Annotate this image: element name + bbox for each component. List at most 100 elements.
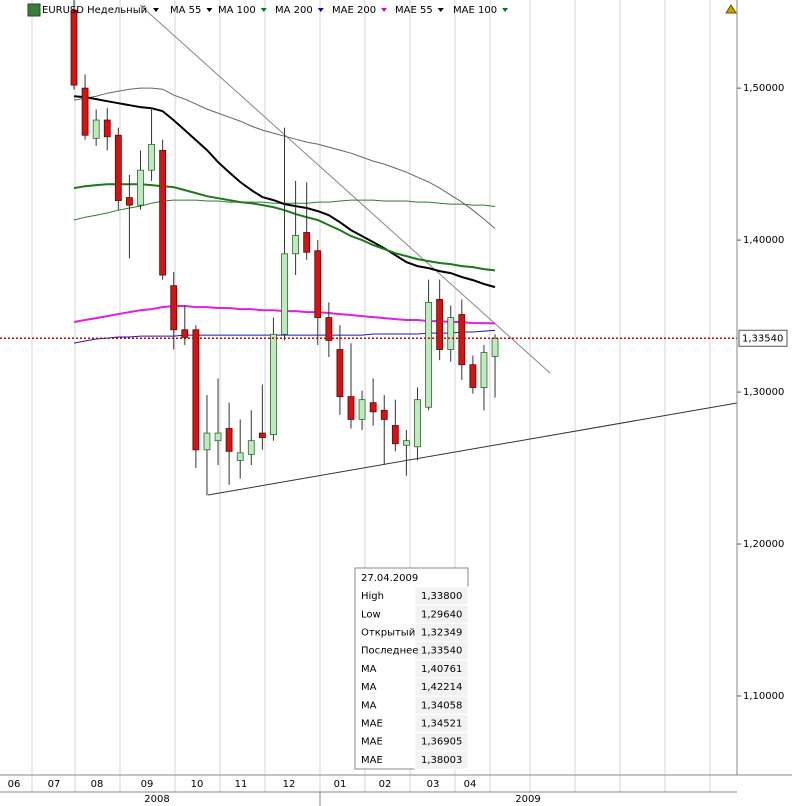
y-tick-label: 1,30000: [743, 387, 784, 398]
legend-entry[interactable]: MAE 200: [332, 5, 376, 16]
candle-body: [203, 432, 211, 451]
tooltip-label: MAE: [361, 719, 383, 730]
tooltip-value: 1,42214: [421, 682, 462, 693]
candle-body: [414, 399, 421, 448]
candle-body: [81, 87, 89, 136]
candle-body: [258, 432, 266, 439]
candle-body: [137, 169, 144, 206]
legend-entry[interactable]: MAE 55: [395, 5, 433, 16]
dropdown-arrow[interactable]: [502, 8, 509, 12]
x-tick-label: 01: [334, 779, 347, 790]
candle-body: [347, 396, 355, 420]
candle-body: [425, 302, 432, 408]
candle-body: [458, 314, 466, 366]
tool-icon[interactable]: [725, 4, 737, 14]
tooltip-label: MA: [361, 682, 377, 693]
candle-body: [480, 352, 488, 388]
candle-body: [314, 250, 322, 318]
candle-body: [214, 432, 222, 442]
candle-body: [491, 337, 499, 357]
symbol-icon: [27, 3, 41, 17]
tooltip: 27.04.2009 High 1,33800 Low 1,29640 Открытый 1…: [354, 567, 469, 770]
tooltip-label: MA: [361, 700, 377, 711]
tooltip-label: High: [361, 591, 384, 602]
candle-body: [358, 399, 366, 420]
tooltip-value-cell: [414, 750, 469, 770]
dropdown-arrow[interactable]: [153, 8, 159, 12]
last-price-label: 1,33540: [742, 333, 783, 344]
tooltip-value: 1,33800: [421, 591, 462, 602]
x-tick-label: 12: [283, 779, 296, 790]
x-tick-label: 09: [141, 779, 154, 790]
tooltip-value: 1,38003: [421, 755, 462, 766]
candle-body: [303, 232, 311, 253]
x-tick-label: 11: [235, 779, 248, 790]
candle-body: [281, 253, 288, 335]
tooltip-value: 1,40761: [421, 664, 462, 675]
y-tick-label: 1,10000: [743, 691, 784, 702]
candle-body: [170, 285, 178, 331]
candle-body: [391, 425, 399, 445]
tooltip-date: 27.04.2009: [361, 573, 418, 584]
candle-body: [70, 9, 78, 86]
y-tick-label: 1,20000: [743, 539, 784, 550]
tooltip-value: 1,29640: [421, 609, 462, 620]
chart-title[interactable]: EURUSD Недельный: [42, 5, 147, 16]
dropdown-arrow[interactable]: [206, 8, 213, 12]
dropdown-arrow[interactable]: [437, 8, 444, 12]
candle-body: [92, 119, 100, 139]
x-tick-label: 10: [191, 779, 204, 790]
tooltip-value: 1,34521: [421, 719, 462, 730]
candle-body: [247, 440, 255, 455]
candle-body: [103, 119, 111, 138]
legend-entry[interactable]: MA 200: [275, 5, 313, 16]
plot-area: [0, 0, 737, 496]
tooltip-label: Последнее: [361, 646, 418, 657]
y-tick-label: 1,40000: [743, 235, 784, 246]
candle-body: [192, 329, 200, 451]
candle-body: [148, 143, 155, 171]
candle-body: [126, 197, 133, 206]
tooltip-value: 1,32349: [421, 628, 462, 639]
candle-body: [325, 317, 333, 341]
legend-entry[interactable]: MAE 100: [453, 5, 497, 16]
legend: EURUSD Недельный MA 55 MA 100 MA 200 MAE 20…: [27, 3, 737, 17]
dropdown-arrow[interactable]: [260, 8, 267, 12]
trend-line: [139, 4, 551, 374]
dropdown-arrow[interactable]: [317, 8, 324, 12]
candle-body: [336, 349, 344, 398]
candle-body: [469, 364, 477, 388]
dropdown-arrow[interactable]: [381, 8, 388, 12]
tooltip-value: 1,33540: [421, 646, 462, 657]
year-label: 2009: [515, 794, 540, 805]
x-tick-label: 02: [379, 779, 392, 790]
candle-body: [236, 452, 244, 461]
candle-body: [436, 298, 444, 350]
legend-entry[interactable]: MA 55: [170, 5, 201, 16]
x-tick-label: 08: [91, 779, 104, 790]
candle-body: [114, 134, 122, 201]
tooltip-label: MA: [361, 664, 377, 675]
candle-body: [225, 428, 233, 452]
candle-body: [159, 150, 167, 276]
tooltip-value: 1,36905: [421, 737, 462, 748]
tooltip-label: Low: [361, 609, 381, 620]
x-tick-label: 07: [48, 779, 61, 790]
x-tick-label: 06: [8, 779, 21, 790]
candle-body: [402, 440, 410, 446]
y-tick-label: 1,50000: [743, 83, 784, 94]
candle-body: [292, 235, 300, 255]
candle-body: [181, 329, 189, 338]
last-price-tag: [738, 329, 788, 347]
tooltip-label: Открытый: [361, 628, 415, 639]
x-tick-label: 04: [464, 779, 477, 790]
tooltip-label: MAE: [361, 755, 383, 766]
trend-line: [207, 402, 737, 496]
candle-body: [270, 333, 277, 436]
tooltip-value: 1,34058: [421, 700, 462, 711]
candle-body: [380, 409, 388, 420]
year-label: 2008: [144, 794, 169, 805]
candle-body: [369, 402, 377, 413]
legend-entry[interactable]: MA 100: [218, 5, 256, 16]
